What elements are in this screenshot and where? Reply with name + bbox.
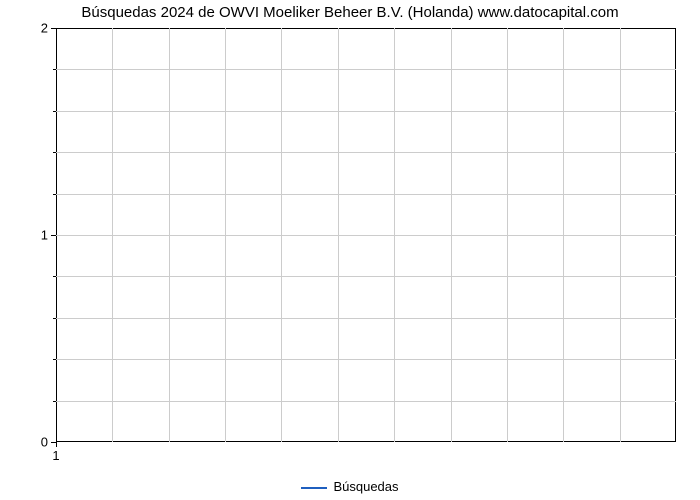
legend-label: Búsquedas: [333, 479, 398, 494]
plot-area: 0121: [56, 28, 676, 442]
x-tick-mark: [56, 442, 57, 447]
y-tick-label: 0: [41, 435, 48, 450]
gridline-h: [56, 401, 676, 402]
y-tick-mark: [51, 28, 56, 29]
x-tick-label: 1: [52, 448, 59, 463]
y-minor-tick: [53, 276, 56, 277]
y-minor-tick: [53, 318, 56, 319]
y-minor-tick: [53, 152, 56, 153]
y-tick-label: 2: [41, 21, 48, 36]
y-minor-tick: [53, 69, 56, 70]
gridline-h: [56, 318, 676, 319]
chart-container: Búsquedas 2024 de OWVI Moeliker Beheer B…: [0, 0, 700, 500]
gridline-h: [56, 111, 676, 112]
y-minor-tick: [53, 359, 56, 360]
gridline-h: [56, 69, 676, 70]
y-minor-tick: [53, 401, 56, 402]
legend: Búsquedas: [0, 479, 700, 494]
y-tick-label: 1: [41, 228, 48, 243]
gridline-h: [56, 194, 676, 195]
gridline-h: [56, 152, 676, 153]
legend-swatch: [301, 487, 327, 489]
gridline-h: [56, 359, 676, 360]
y-minor-tick: [53, 194, 56, 195]
gridline-h: [56, 235, 676, 236]
y-minor-tick: [53, 111, 56, 112]
gridline-h: [56, 276, 676, 277]
chart-title: Búsquedas 2024 de OWVI Moeliker Beheer B…: [0, 4, 700, 21]
y-tick-mark: [51, 235, 56, 236]
